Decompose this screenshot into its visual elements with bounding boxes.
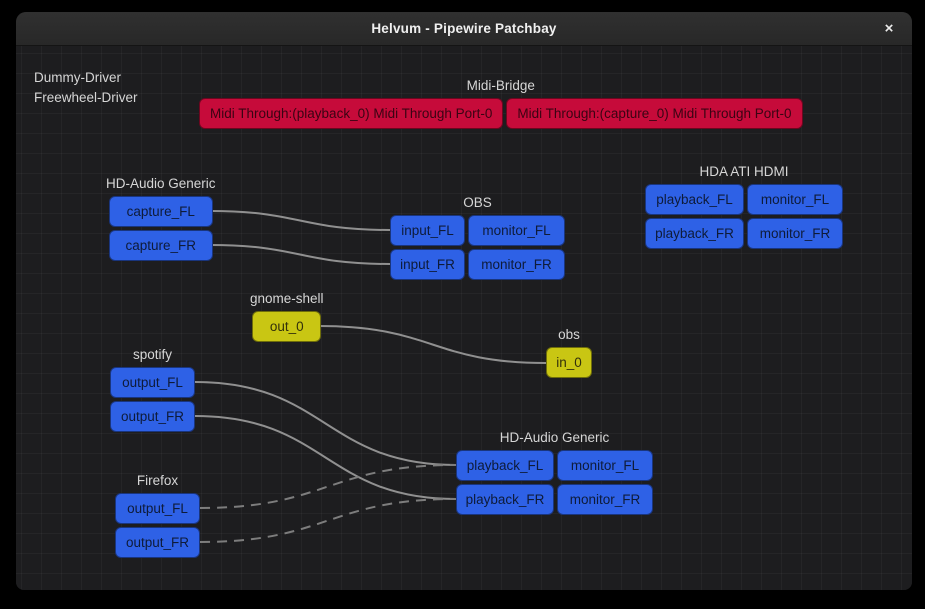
port-output-fr[interactable]: output_FR [115,527,200,558]
node-hda-ati-hdmi: HDA ATI HDMI playback_FL monitor_FL play… [645,163,843,249]
node-label: Firefox [136,473,179,488]
port-midi-through-capture-0[interactable]: Midi Through:(capture_0) Midi Through Po… [506,98,803,129]
node-label: spotify [132,347,173,362]
node-firefox: Firefox output_FL output_FR [115,472,200,558]
node-label: gnome-shell [250,291,324,306]
connection-gnome-shell.out_0-to-obs-video.in_0 [318,325,547,364]
connection-spotify.output_FL-to-hd-audio-generic-playback.playback_FL [194,381,457,466]
window-title: Helvum - Pipewire Patchbay [371,21,557,36]
driver-freewheel: Freewheel-Driver [34,90,138,105]
port-playback-fr[interactable]: playback_FR [456,484,554,515]
port-monitor-fr[interactable]: monitor_FR [747,218,843,249]
port-input-fl[interactable]: input_FL [390,215,465,246]
port-monitor-fl[interactable]: monitor_FL [557,450,653,481]
node-label: obs [558,327,580,342]
node-label: HDA ATI HDMI [699,164,789,179]
node-hd-audio-generic-capture: HD-Audio Generic capture_FL capture_FR [106,175,216,261]
node-gnome-shell: gnome-shell out_0 [250,290,324,342]
port-midi-through-playback-0[interactable]: Midi Through:(playback_0) Midi Through P… [199,98,504,129]
node-label: Midi-Bridge [466,78,535,93]
helvum-window: Helvum - Pipewire Patchbay × Dummy-Drive… [16,12,912,590]
node-hd-audio-generic-playback: HD-Audio Generic playback_FL monitor_FL … [456,429,653,515]
port-out-0[interactable]: out_0 [252,311,322,342]
driver-labels: Dummy-Driver Freewheel-Driver [34,68,138,108]
port-output-fl[interactable]: output_FL [110,367,195,398]
titlebar[interactable]: Helvum - Pipewire Patchbay × [16,12,912,46]
node-spotify: spotify output_FL output_FR [110,346,195,432]
node-midi-bridge: Midi-Bridge Midi Through:(playback_0) Mi… [199,77,803,129]
node-label: HD-Audio Generic [499,430,610,445]
connection-hd-audio-generic-capture.capture_FR-to-obs-audio.input_FR [209,244,391,265]
node-obs-audio: OBS input_FL monitor_FL input_FR monitor… [390,194,565,280]
port-monitor-fr[interactable]: monitor_FR [557,484,653,515]
connection-firefox.output_FR-to-hd-audio-generic-playback.playback_FR [199,498,457,543]
port-output-fr[interactable]: output_FR [110,401,195,432]
port-monitor-fl[interactable]: monitor_FL [468,215,565,246]
port-input-fr[interactable]: input_FR [390,249,465,280]
port-output-fl[interactable]: output_FL [115,493,200,524]
connection-spotify.output_FR-to-hd-audio-generic-playback.playback_FR [194,415,457,500]
node-obs-video: obs in_0 [546,326,592,378]
port-capture-fl[interactable]: capture_FL [108,196,213,227]
driver-dummy: Dummy-Driver [34,70,121,85]
patchbay-canvas: Dummy-Driver Freewheel-Driver Midi-Bridg… [16,46,912,590]
connection-hd-audio-generic-capture.capture_FL-to-obs-audio.input_FL [209,210,391,231]
port-monitor-fr[interactable]: monitor_FR [468,249,565,280]
connection-firefox.output_FL-to-hd-audio-generic-playback.playback_FL [199,464,457,509]
port-capture-fr[interactable]: capture_FR [108,230,213,261]
port-playback-fr[interactable]: playback_FR [645,218,744,249]
port-playback-fl[interactable]: playback_FL [456,450,554,481]
port-in-0[interactable]: in_0 [546,347,592,378]
close-icon[interactable]: × [884,20,894,37]
node-label: HD-Audio Generic [106,176,216,191]
port-playback-fl[interactable]: playback_FL [645,184,744,215]
port-monitor-fl[interactable]: monitor_FL [747,184,843,215]
node-label: OBS [463,195,492,210]
